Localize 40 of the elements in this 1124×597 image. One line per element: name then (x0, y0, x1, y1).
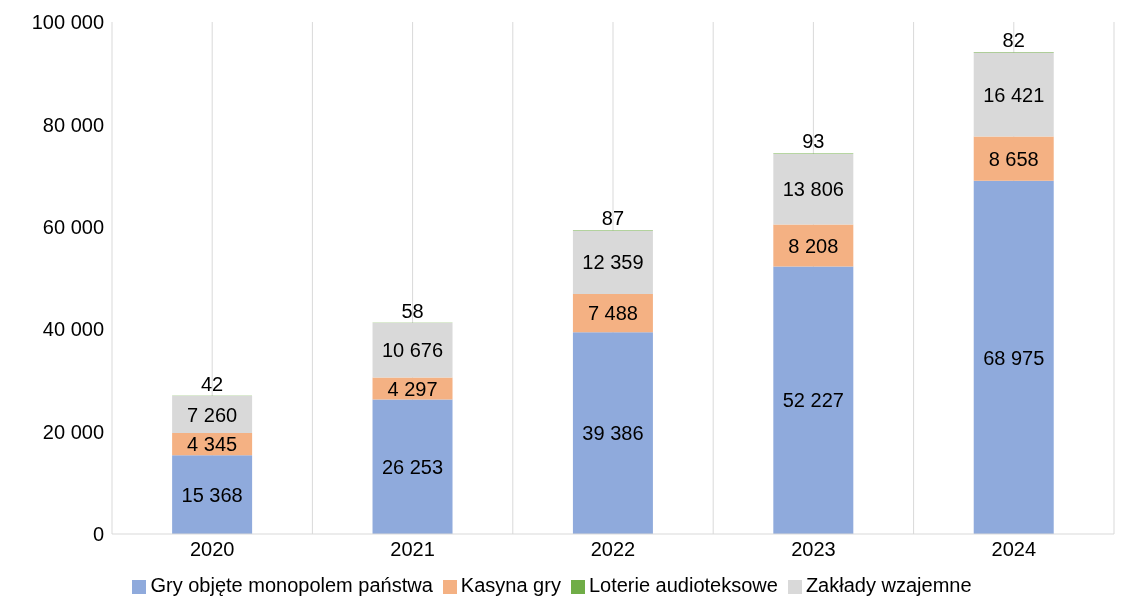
data-label: 12 359 (582, 251, 644, 274)
data-label: 8 208 (788, 234, 839, 257)
data-label: 13 806 (782, 178, 844, 201)
y-tick-label: 0 (92, 523, 104, 546)
bar (172, 455, 253, 534)
x-tick-label: 2024 (991, 538, 1037, 561)
data-label: 42 (200, 372, 224, 395)
legend-label: Gry objęte monopolem państwa (150, 574, 433, 596)
data-label: 10 676 (381, 339, 444, 362)
x-tick-label: 2020 (189, 538, 235, 561)
data-label: 39 386 (582, 422, 644, 445)
bar (572, 332, 653, 534)
data-label: 15 368 (181, 483, 243, 506)
legend-label: Zakłady wzajemne (805, 574, 972, 596)
data-label: 4 297 (387, 377, 438, 400)
data-label: 87 (601, 207, 625, 230)
data-label: 82 (1002, 29, 1025, 52)
data-label: 8 658 (988, 147, 1039, 170)
x-tick-label: 2021 (390, 538, 435, 561)
data-label: 16 421 (983, 83, 1045, 106)
data-label: 7 488 (587, 302, 638, 325)
y-tick-label: 80 000 (42, 113, 104, 136)
data-label: 4 345 (187, 433, 238, 456)
data-label: 68 975 (983, 346, 1045, 369)
data-label: 52 227 (782, 389, 844, 412)
y-tick-label: 20 000 (42, 420, 104, 443)
legend-label: Kasyna gry (460, 574, 561, 596)
y-tick-label: 100 000 (31, 11, 104, 34)
data-label: 26 253 (381, 455, 444, 478)
bar (372, 399, 453, 534)
bar (773, 266, 854, 534)
data-label: 7 260 (187, 403, 238, 426)
y-tick-label: 60 000 (42, 215, 104, 238)
x-tick-label: 2023 (791, 538, 836, 561)
data-label: 58 (401, 299, 424, 322)
data-label: 93 (802, 130, 825, 153)
y-tick-label: 40 000 (42, 318, 104, 341)
legend-label: Loterie audioteksowe (588, 574, 778, 596)
bar (973, 180, 1054, 534)
x-tick-label: 2022 (590, 538, 636, 561)
